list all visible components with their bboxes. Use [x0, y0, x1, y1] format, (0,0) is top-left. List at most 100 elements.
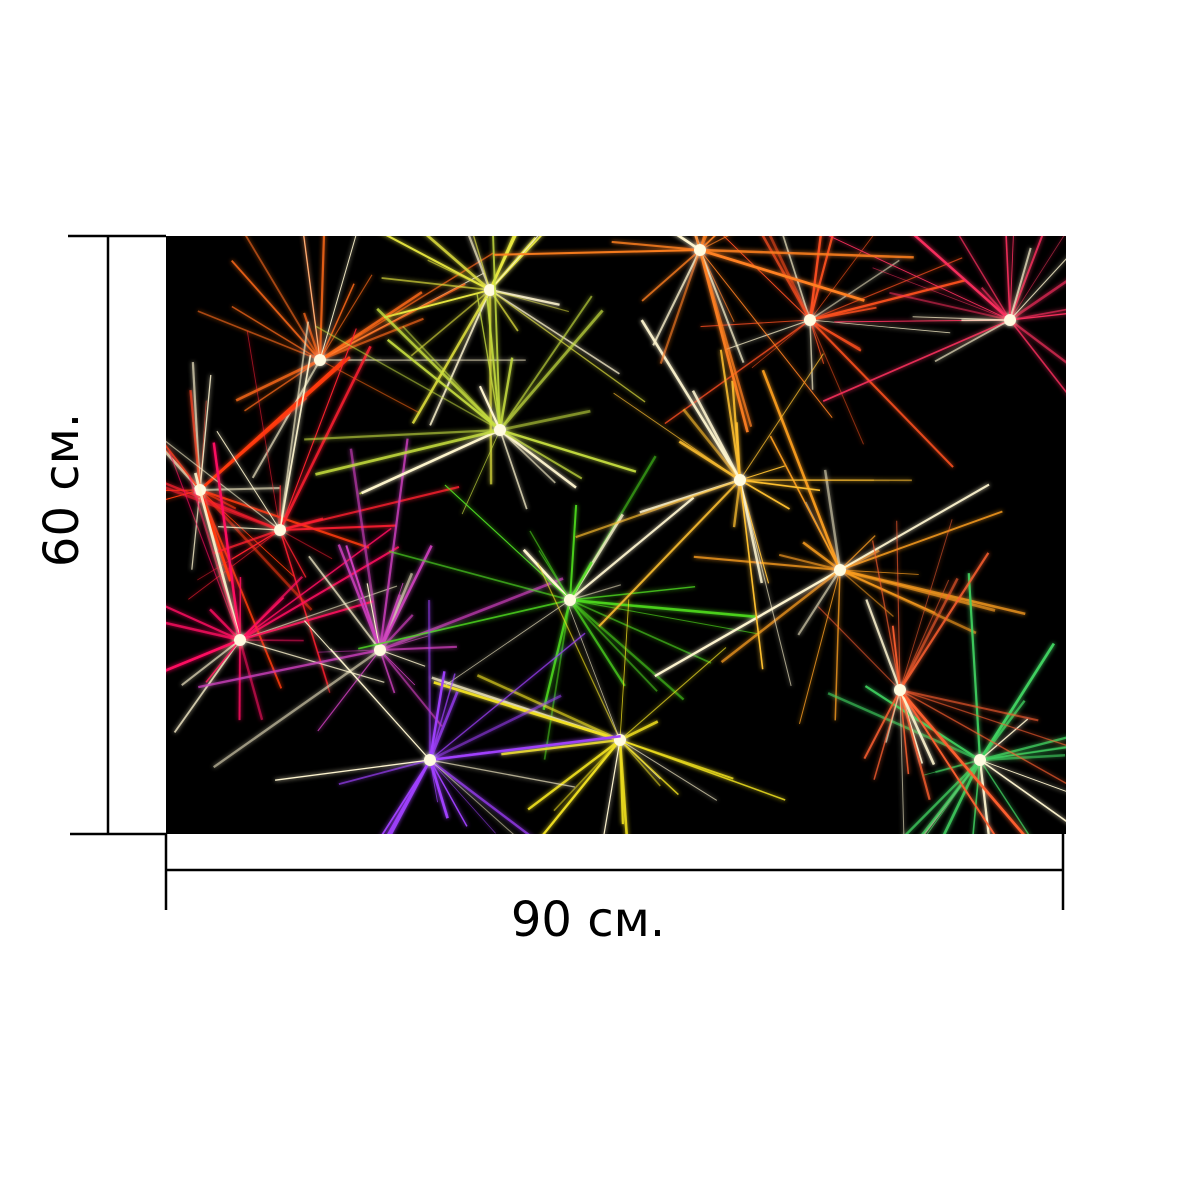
light-filament	[239, 600, 374, 641]
light-filament	[942, 759, 982, 834]
light-filament	[478, 385, 502, 431]
light-filament	[188, 475, 241, 641]
light-filament	[913, 236, 1011, 321]
light-filament	[501, 738, 621, 756]
light-filament	[979, 759, 1066, 792]
light-filament	[863, 689, 901, 760]
light-filament	[898, 689, 936, 766]
light-filament	[802, 541, 841, 572]
light-filament	[245, 236, 321, 361]
light-core	[564, 594, 576, 606]
light-filament	[499, 429, 528, 510]
light-filament	[379, 649, 443, 727]
light-filament	[538, 550, 571, 601]
light-filament	[1009, 319, 1066, 364]
light-filament	[428, 759, 449, 819]
light-filament	[809, 319, 861, 349]
light-filament	[828, 236, 1011, 321]
light-filament	[366, 583, 381, 651]
light-filament	[379, 649, 416, 686]
light-filament	[303, 312, 322, 361]
light-filament	[489, 289, 620, 375]
light-filament	[619, 720, 659, 742]
light-filament	[279, 485, 460, 532]
light-filament	[569, 584, 622, 601]
light-filament	[387, 759, 431, 834]
light-filament	[317, 649, 381, 732]
light-filament	[213, 529, 281, 554]
light-filament	[379, 614, 414, 651]
light-core	[374, 644, 386, 656]
light-filament	[923, 759, 981, 776]
light-filament	[238, 639, 264, 721]
light-filament	[386, 338, 501, 431]
light-filament	[979, 718, 1029, 761]
light-filament	[166, 621, 241, 642]
light-filament	[808, 236, 834, 321]
light-filament	[303, 236, 321, 361]
light-filament	[361, 428, 501, 495]
light-filament	[898, 689, 931, 801]
light-filament	[889, 291, 1011, 321]
light-filament	[489, 236, 539, 291]
light-filament	[958, 236, 1011, 321]
light-filament	[499, 295, 593, 431]
light-filament	[166, 450, 201, 491]
light-filament	[166, 638, 241, 672]
light-filament	[899, 519, 953, 691]
light-filament	[751, 319, 811, 369]
light-filament	[378, 544, 433, 651]
light-filament	[522, 548, 571, 601]
light-filament	[492, 236, 501, 431]
light-filament	[166, 605, 241, 641]
light-filament	[1009, 236, 1065, 321]
light-filament	[699, 248, 914, 259]
light-filament	[699, 249, 745, 363]
light-filament	[809, 319, 954, 468]
light-filament	[979, 736, 1066, 762]
light-filament	[429, 759, 514, 834]
light-filament	[383, 289, 491, 319]
light-filament	[279, 354, 312, 531]
light-filament	[218, 526, 281, 531]
light-filament	[967, 573, 982, 761]
light-filament	[899, 689, 905, 834]
light-core	[834, 564, 846, 576]
light-filament	[691, 390, 742, 481]
light-filament	[279, 328, 357, 531]
light-filament	[978, 642, 1056, 761]
light-filament	[899, 689, 1039, 722]
light-filament	[345, 545, 381, 651]
light-filament	[209, 608, 241, 641]
light-filament	[527, 739, 621, 811]
light-filament	[979, 754, 1066, 762]
light-filament	[698, 236, 706, 251]
light-filament	[246, 330, 281, 531]
light-filament	[188, 529, 281, 600]
light-filament	[376, 307, 501, 431]
light-filament	[489, 289, 646, 403]
light-filament	[822, 319, 1011, 402]
light-filament	[304, 428, 501, 441]
light-filament	[694, 236, 701, 251]
light-filament	[274, 759, 431, 781]
light-filament	[216, 430, 281, 531]
light-filament	[739, 465, 785, 481]
light-core	[484, 284, 496, 296]
light-filament	[611, 240, 701, 252]
light-core	[734, 474, 746, 486]
light-filament	[699, 236, 729, 251]
light-filament	[739, 479, 764, 670]
light-filament	[358, 599, 571, 650]
light-filament	[739, 479, 790, 510]
light-filament	[429, 673, 456, 761]
light-filament	[337, 544, 382, 651]
light-filament	[429, 759, 530, 834]
light-core	[694, 244, 706, 256]
light-filament	[641, 249, 701, 302]
light-filament	[619, 599, 630, 741]
light-filament	[212, 442, 242, 641]
light-filament	[239, 597, 285, 641]
light-filament	[319, 291, 423, 362]
